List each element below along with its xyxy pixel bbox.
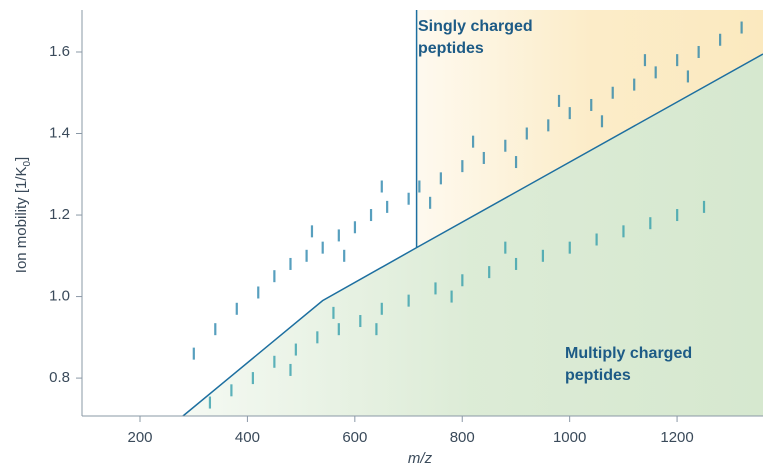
point [676,54,679,67]
y-tick-label: 1.0 [49,288,70,305]
x-tick-label: 600 [342,429,367,446]
y-tick-label: 1.6 [49,43,70,60]
x-tick-label: 1200 [660,429,693,446]
point [289,257,292,270]
point [547,119,550,132]
point [568,107,571,120]
point [504,139,507,152]
point [541,249,545,262]
point [310,225,314,238]
point [557,94,561,107]
point [375,323,378,336]
region-boundary [182,53,763,417]
region-label: peptides [565,367,631,384]
point [702,200,706,213]
point [686,70,690,83]
point [568,241,571,254]
point [461,274,464,287]
point [321,241,324,254]
point [504,241,507,254]
point [251,372,254,385]
point [600,115,604,128]
point [257,286,260,299]
y-tick-label: 0.8 [49,369,70,386]
point [514,257,518,270]
region-label: peptides [418,40,484,57]
point [337,229,340,242]
point [235,302,238,315]
point [359,315,362,328]
point [740,21,743,34]
point [595,233,598,246]
y-axis-label-text: ] [13,157,30,161]
x-axis-label: m/z [408,450,433,467]
point [471,135,475,148]
point [337,323,340,336]
point [649,217,652,230]
y-axis-label-text: Ion mobility [1/K [13,167,30,274]
point [429,196,432,209]
point [488,266,491,279]
point [418,180,421,193]
point [273,355,276,368]
point [353,221,357,234]
point [380,302,383,315]
point [654,66,657,79]
point [611,86,614,99]
region-label: Multiply charged [565,345,692,362]
point [525,127,528,140]
point [294,343,297,356]
point [643,54,647,67]
point [482,151,485,164]
point [386,200,389,213]
point [214,323,217,336]
point [316,331,319,344]
point [380,180,383,193]
point [434,282,437,295]
point [514,156,518,169]
x-tick-label: 1000 [553,429,586,446]
y-axis-label: Ion mobility [1/K0] [13,157,33,273]
y-tick-label: 1.2 [49,206,70,223]
point [622,225,625,238]
point [633,78,636,91]
region [416,10,763,248]
point [289,363,292,376]
point [273,270,276,283]
point [369,209,373,222]
region [182,54,763,416]
point [208,396,212,409]
point [439,172,442,185]
point [697,45,700,58]
point [450,290,453,303]
point [461,160,464,173]
point [407,192,410,205]
x-tick-label: 200 [127,429,152,446]
point [305,249,308,262]
y-axis-label-subscript: 0 [22,161,33,167]
point [407,294,410,307]
point [230,384,233,397]
point [719,33,722,46]
point [343,249,346,262]
y-tick-label: 1.4 [49,124,70,141]
point [332,306,335,319]
point [590,98,593,111]
x-tick-label: 800 [450,429,475,446]
point [192,347,195,360]
point [676,209,679,222]
x-tick-label: 400 [235,429,260,446]
region-label: Singly charged [418,18,533,35]
